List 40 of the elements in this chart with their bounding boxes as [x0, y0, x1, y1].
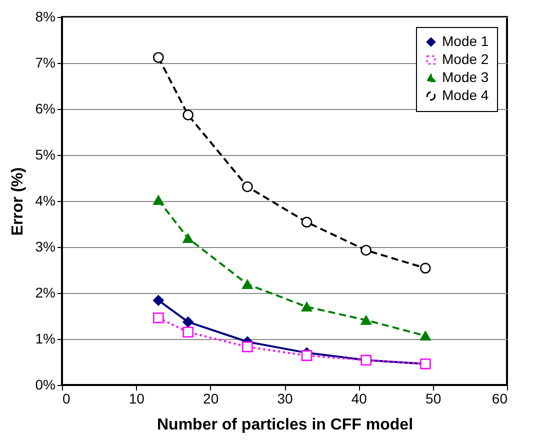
x-tick-label: 50 [426, 390, 442, 406]
y-tick-label: 2% [35, 284, 56, 300]
y-tick-label: 0% [35, 376, 56, 392]
y-tick-label: 5% [35, 146, 56, 162]
point [420, 331, 431, 341]
x-tick-label: 40 [351, 390, 368, 406]
x-tick-label: 30 [277, 390, 293, 406]
point [153, 312, 164, 324]
x-tick-label: 60 [492, 390, 508, 406]
legend-label: Mode 4 [442, 87, 489, 103]
legend-label: Mode 2 [442, 51, 489, 67]
x-tick-label: 0 [62, 390, 70, 406]
point [301, 302, 312, 312]
y-tick-label: 4% [35, 192, 56, 208]
point [301, 216, 312, 228]
point [360, 315, 372, 325]
point [153, 195, 164, 205]
y-tick-label: 1% [35, 330, 56, 346]
point [242, 181, 253, 192]
y-tick-label: 3% [35, 238, 56, 254]
point [182, 316, 194, 328]
legend-label: Mode 1 [442, 33, 489, 49]
point [182, 234, 194, 244]
point [242, 280, 253, 290]
x-tick-label: 10 [128, 390, 145, 406]
point [420, 262, 431, 274]
y-tick-label: 8% [35, 8, 56, 24]
point [301, 350, 312, 361]
y-tick-label: 6% [35, 100, 56, 116]
x-axis-title: Number of particles in CFF model [156, 416, 414, 434]
point [360, 244, 372, 256]
point [153, 52, 164, 63]
point [153, 294, 164, 306]
legend-label: Mode 3 [442, 69, 489, 85]
x-tick-label: 20 [203, 390, 219, 406]
point [242, 341, 253, 352]
y-axis-title: Error (%) [9, 167, 26, 236]
y-tick-label: 7% [35, 54, 56, 70]
point [182, 326, 194, 338]
point [182, 110, 194, 120]
